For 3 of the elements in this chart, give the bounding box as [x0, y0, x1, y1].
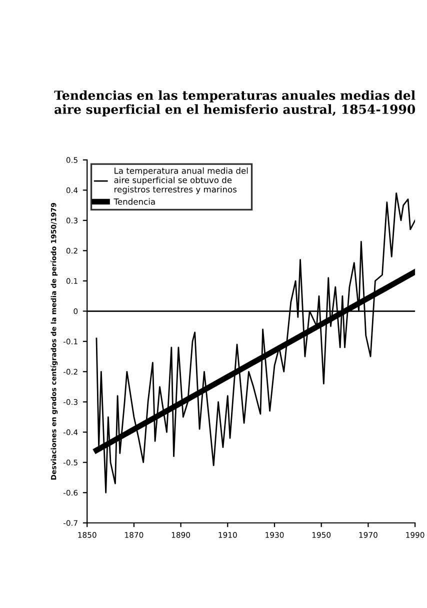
- legend-label: La temperatura anual media del aire superficial se obtuvo de registros terrestres y marinos: [114, 167, 248, 194]
- legend-label: Tendencia: [114, 198, 155, 205]
- chart-title: Tendencias en las temperaturas anuales medias del aire superficial en el hemisferio austral, 1854-1990: [54, 90, 416, 116]
